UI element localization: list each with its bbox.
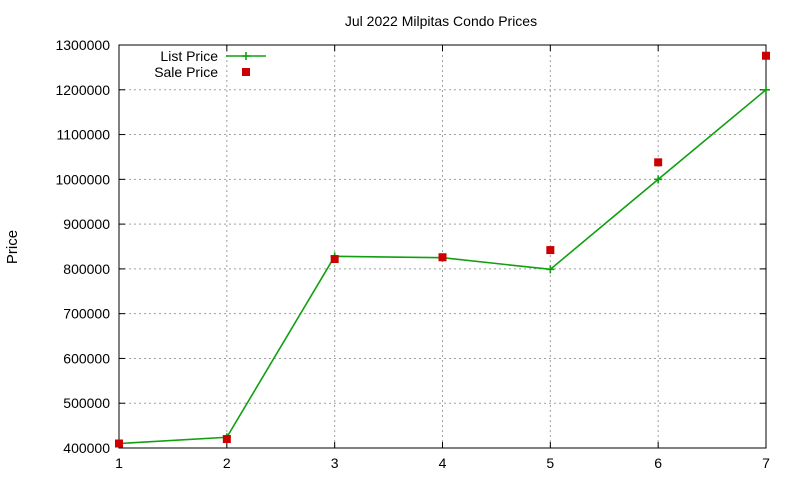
axes: 400000 500000 600000 700000 800000 900000 1000…: [55, 37, 770, 471]
y-tick-label: 1100000: [57, 127, 111, 143]
y-tick-label: 600000: [63, 350, 110, 366]
legend-swatch-marker: [242, 68, 250, 76]
y-axis-label: Price: [4, 230, 21, 264]
data-point-sale-price: [330, 255, 339, 264]
data-point-sale-price: [438, 253, 447, 262]
plot-border: [118, 44, 767, 449]
y-tick-label: 1200000: [55, 82, 110, 98]
legend-swatch-marker: [242, 52, 250, 60]
data-point-sale-price: [115, 439, 123, 448]
series-layer: [115, 51, 770, 448]
y-tick-label: 700000: [63, 306, 110, 322]
data-point-sale-price: [546, 246, 555, 255]
data-point-list-price: [654, 175, 663, 184]
data-point-sale-price: [762, 51, 770, 60]
grid-lines: [119, 45, 766, 448]
x-tick-label: 3: [331, 455, 339, 471]
x-tick-label: 6: [654, 455, 662, 471]
data-point-list-price: [546, 265, 555, 274]
y-tick-label: 1300000: [55, 37, 110, 53]
y-tick-label: 400000: [63, 440, 110, 456]
x-tick-label: 2: [223, 455, 231, 471]
data-point-sale-price: [654, 158, 663, 167]
data-point-sale-price: [222, 435, 231, 444]
y-tick-label: 800000: [63, 261, 110, 277]
x-tick-label: 1: [115, 455, 123, 471]
chart-title: Jul 2022 Milpitas Condo Prices: [345, 13, 537, 29]
data-point-list-price: [762, 85, 770, 94]
x-tick-label: 7: [762, 455, 770, 471]
x-tick-label: 4: [439, 455, 447, 471]
y-tick-label: 500000: [63, 395, 110, 411]
y-tick-label: 1000000: [55, 171, 110, 187]
legend-label: List Price: [160, 48, 218, 64]
y-tick-label: 900000: [63, 216, 110, 232]
legend-label: Sale Price: [154, 64, 218, 80]
x-tick-label: 5: [546, 455, 554, 471]
